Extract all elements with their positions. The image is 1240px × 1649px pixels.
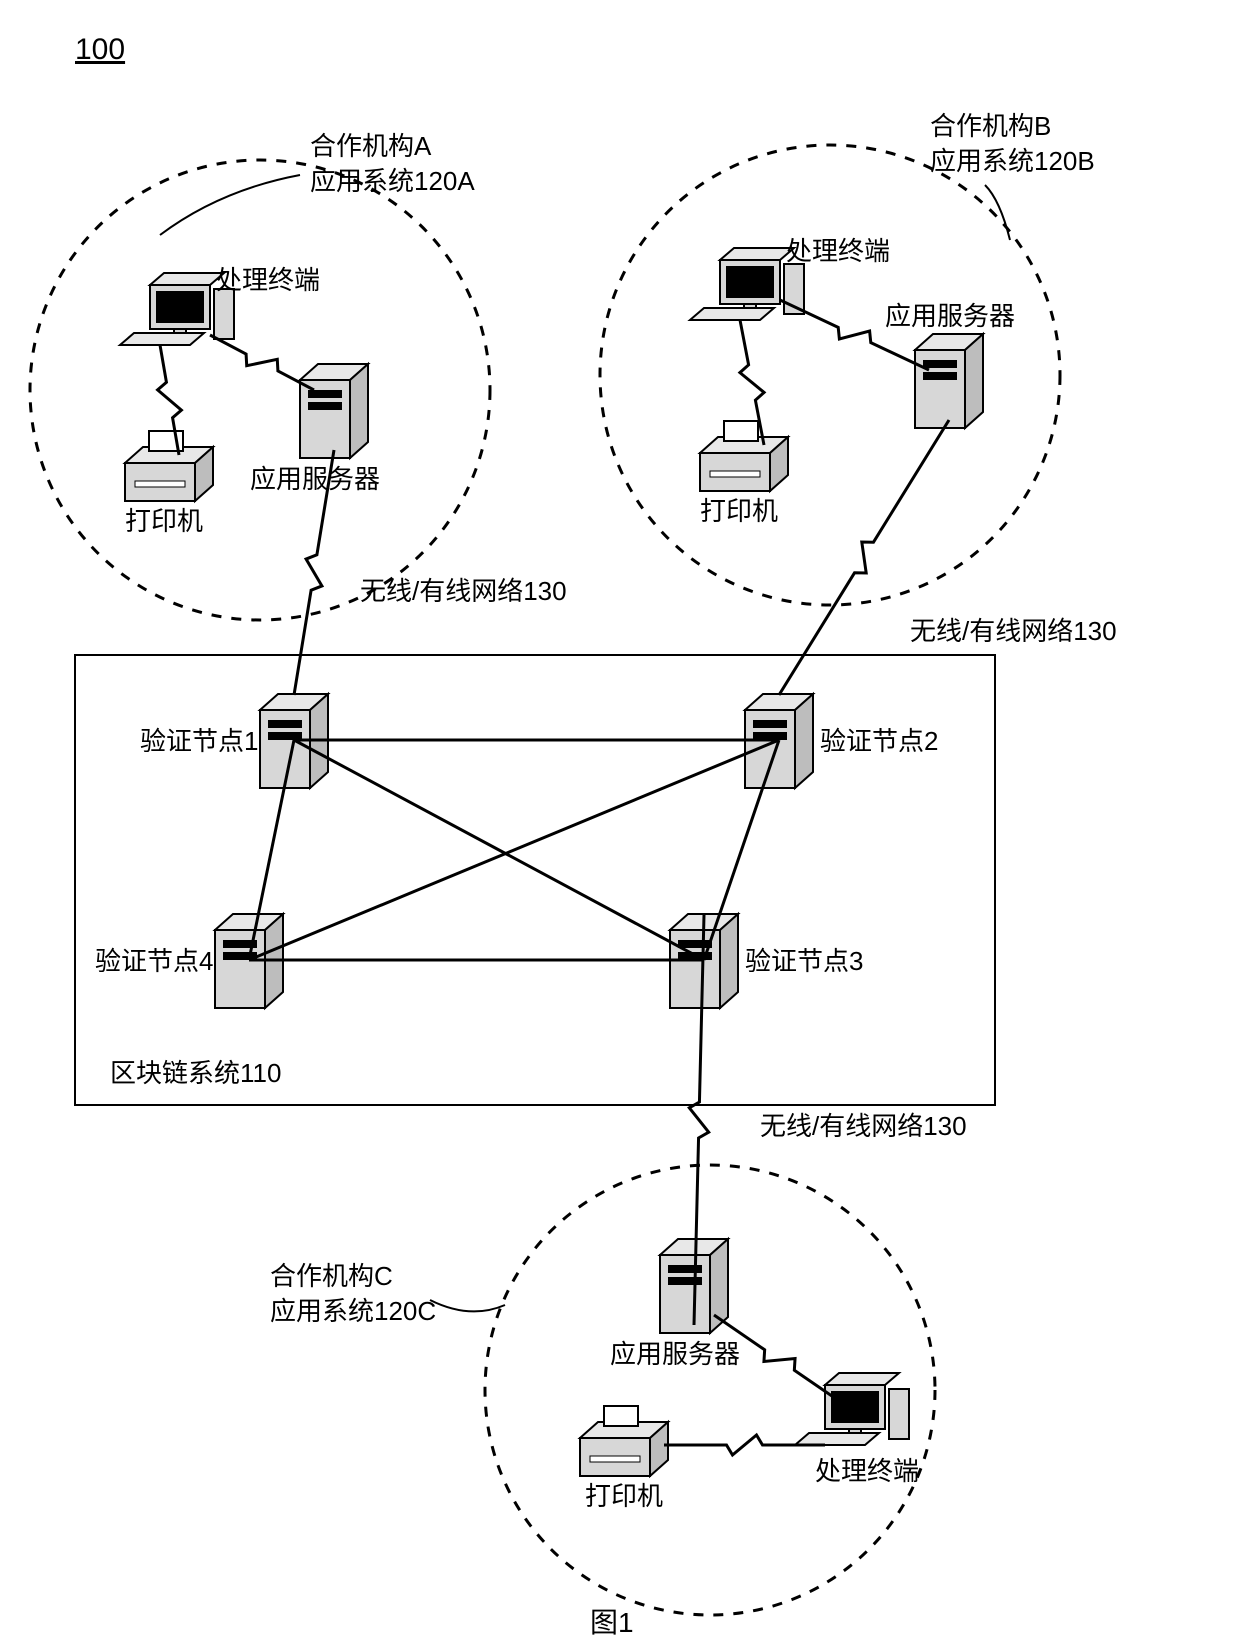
- svg-text:打印机: 打印机: [125, 506, 203, 536]
- svg-text:无线/有线网络130: 无线/有线网络130: [360, 576, 567, 606]
- org-a-title-line2: 应用系统120A: [310, 165, 475, 199]
- svg-text:应用服务器: 应用服务器: [885, 301, 1015, 331]
- org-a-title-line1: 合作机构A: [310, 130, 431, 164]
- org-c-title-line2: 应用系统120C: [270, 1295, 436, 1329]
- figure-caption: 图1: [590, 1605, 634, 1641]
- blockchain-label: 区块链系统110: [110, 1057, 281, 1091]
- svg-text:验证节点4: 验证节点4: [95, 946, 213, 976]
- reference-number: 100: [75, 30, 125, 69]
- svg-text:打印机: 打印机: [700, 496, 778, 526]
- org-b-title-line1: 合作机构B: [930, 110, 1051, 144]
- svg-text:应用服务器: 应用服务器: [250, 464, 380, 494]
- diagram-svg: 处理终端打印机应用服务器处理终端应用服务器打印机应用服务器处理终端打印机验证节点…: [0, 0, 1240, 1649]
- svg-text:无线/有线网络130: 无线/有线网络130: [760, 1111, 967, 1141]
- diagram-canvas: 处理终端打印机应用服务器处理终端应用服务器打印机应用服务器处理终端打印机验证节点…: [0, 0, 1240, 1649]
- svg-text:验证节点2: 验证节点2: [820, 726, 938, 756]
- svg-text:应用服务器: 应用服务器: [610, 1339, 740, 1369]
- svg-text:处理终端: 处理终端: [815, 1456, 919, 1486]
- svg-text:无线/有线网络130: 无线/有线网络130: [910, 616, 1117, 646]
- svg-text:处理终端: 处理终端: [786, 236, 890, 266]
- org-b-title-line2: 应用系统120B: [930, 145, 1095, 179]
- org-c-title-line1: 合作机构C: [270, 1260, 393, 1294]
- svg-text:打印机: 打印机: [585, 1481, 663, 1511]
- svg-text:处理终端: 处理终端: [216, 265, 320, 295]
- svg-text:验证节点3: 验证节点3: [745, 946, 863, 976]
- svg-text:验证节点1: 验证节点1: [140, 726, 258, 756]
